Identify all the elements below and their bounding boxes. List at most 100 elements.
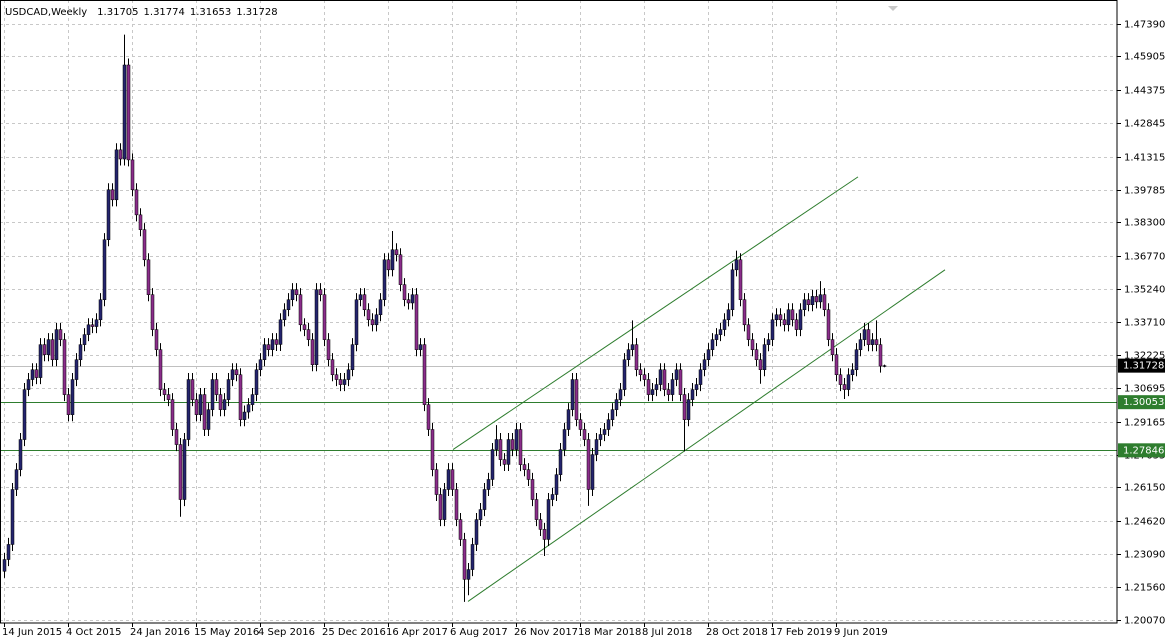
candle-layer xyxy=(2,34,887,602)
candle-body xyxy=(498,439,503,460)
candle-body xyxy=(378,299,383,316)
level-box xyxy=(1118,443,1165,458)
level-label: 1.27846 xyxy=(1123,445,1164,456)
candle-body xyxy=(754,349,759,360)
candle-body xyxy=(394,249,399,256)
candle-body xyxy=(298,294,303,326)
candle-body xyxy=(606,419,611,430)
y-tick-label: 1.33710 xyxy=(1124,318,1165,329)
candle-body xyxy=(78,344,83,360)
candle-body xyxy=(322,294,327,340)
candle-body xyxy=(790,309,795,321)
candle-body xyxy=(762,344,767,370)
y-tick-label: 1.21560 xyxy=(1124,583,1165,594)
candle-body xyxy=(826,309,831,340)
candle-body xyxy=(458,519,463,540)
candle-body xyxy=(802,299,807,310)
candle-body xyxy=(206,409,211,430)
candle-body xyxy=(750,339,755,350)
candle-body xyxy=(34,369,39,378)
candle-body xyxy=(138,214,143,230)
candle-body xyxy=(286,299,291,310)
candle-body xyxy=(406,299,411,304)
candle-body xyxy=(374,314,379,326)
candle-body xyxy=(126,64,131,161)
candle-body xyxy=(414,294,419,350)
candle-body xyxy=(642,374,647,380)
candle-body xyxy=(142,229,147,261)
candle-body xyxy=(86,324,91,335)
candle-body xyxy=(618,389,623,400)
candle-body xyxy=(698,369,703,385)
candle-body xyxy=(442,489,447,520)
candle-body xyxy=(234,369,239,376)
candle-body xyxy=(114,149,119,201)
candle-body xyxy=(634,344,639,370)
candle-body xyxy=(202,394,207,430)
y-tick-label: 1.41315 xyxy=(1124,153,1165,164)
candle-body xyxy=(102,239,107,300)
header-value: 1.31728 xyxy=(236,7,277,18)
candle-body xyxy=(398,254,403,285)
candle-body xyxy=(878,344,883,367)
shift-marker xyxy=(888,6,898,11)
candle-body xyxy=(278,319,283,345)
grid-layer xyxy=(0,0,1117,623)
x-tick-label: 14 Jun 2015 xyxy=(2,627,62,638)
candle-body xyxy=(658,369,663,385)
candle-body xyxy=(734,259,739,271)
candle-body xyxy=(858,339,863,350)
candle-body xyxy=(242,411,247,420)
candle-body xyxy=(610,409,615,420)
candle-body xyxy=(6,544,11,560)
candle-body xyxy=(326,339,331,360)
candle-body xyxy=(854,349,859,370)
candle-body xyxy=(346,369,351,380)
y-tick-label: 1.26150 xyxy=(1124,483,1165,494)
candle-body xyxy=(182,439,187,500)
y-tick-label: 1.32225 xyxy=(1124,351,1165,362)
candle-body xyxy=(474,519,479,545)
x-tick-label: 8 Jul 2018 xyxy=(642,627,692,638)
y-tick-label: 1.42845 xyxy=(1124,119,1165,130)
candle-body xyxy=(726,309,731,321)
candle-body xyxy=(818,294,823,303)
candle-body xyxy=(14,469,19,490)
x-tick-label: 24 Jan 2016 xyxy=(130,627,190,638)
plot-border xyxy=(0,0,1118,624)
candle-body xyxy=(582,429,587,440)
candle-body xyxy=(386,259,391,271)
candle-body xyxy=(26,379,31,390)
candle-body xyxy=(110,189,115,201)
candle-body xyxy=(814,296,819,303)
candle-body xyxy=(594,439,599,455)
x-tick-label: 16 Apr 2017 xyxy=(386,627,448,638)
y-tick-label: 1.47390 xyxy=(1124,20,1165,31)
candle-body xyxy=(622,359,627,390)
candle-body xyxy=(362,294,367,310)
candle-body xyxy=(274,339,279,345)
candle-body xyxy=(770,319,775,340)
candle-body xyxy=(186,379,191,440)
candle-body xyxy=(314,289,319,365)
candle-body xyxy=(534,499,539,520)
candle-body xyxy=(866,329,871,345)
candle-body xyxy=(166,394,171,400)
candle-body xyxy=(510,439,515,450)
candle-body xyxy=(614,399,619,410)
candle-body xyxy=(730,269,735,310)
candle-body xyxy=(302,324,307,330)
candle-body xyxy=(330,359,335,376)
candle-body xyxy=(410,294,415,304)
candle-body xyxy=(310,339,315,365)
candle-body xyxy=(530,479,535,500)
candle-body xyxy=(254,369,259,395)
candle-body xyxy=(738,259,743,300)
candle-body xyxy=(134,189,139,216)
candle-body xyxy=(682,394,687,420)
candle-body xyxy=(774,314,779,321)
candle-body xyxy=(390,249,395,271)
candle-body xyxy=(758,359,763,370)
candle-body xyxy=(30,369,35,380)
candle-body xyxy=(722,319,727,330)
